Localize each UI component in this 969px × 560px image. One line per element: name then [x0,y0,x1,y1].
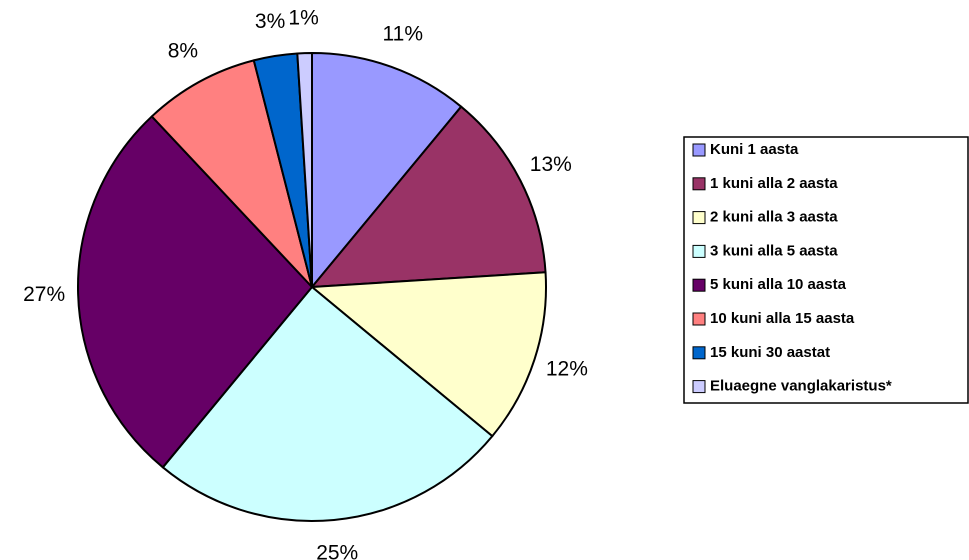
legend-label: Kuni 1 aasta [710,141,799,158]
slice-label: 11% [383,22,423,45]
legend-swatch [692,143,706,157]
pie-slice [311,271,547,438]
legend-swatch [692,380,706,394]
slice-label: 27% [23,283,65,306]
legend-swatch [692,244,706,258]
slice-label: 12% [546,357,588,380]
legend-swatch [692,211,706,225]
legend-label: 3 kuni alla 5 aasta [710,242,838,259]
legend-label: 5 kuni alla 10 aasta [710,276,847,293]
legend-swatch [692,278,706,292]
pie-slice [311,105,547,288]
pie-slice [311,52,463,288]
legend-swatch [692,312,706,326]
legend-swatch [692,346,706,360]
pie-slice [161,286,494,522]
legend-label: 15 kuni 30 aastat [710,344,830,361]
pie-slice [150,59,313,288]
legend-swatch [692,177,706,191]
pie-slice [296,52,313,288]
legend-label: 1 kuni alla 2 aasta [710,175,838,192]
slice-label: 25% [316,541,358,560]
slice-label: 13% [530,153,572,176]
legend-box [683,136,969,404]
slice-label: 8% [168,40,198,63]
slice-label: 1% [288,7,318,30]
legend-label: 2 kuni alla 3 aasta [710,209,838,226]
slice-label: 3% [255,10,285,33]
pie-slice [77,115,313,469]
legend-label: Eluaegne vanglakaristus* [710,378,892,395]
legend-label: 10 kuni alla 15 aasta [710,310,855,327]
